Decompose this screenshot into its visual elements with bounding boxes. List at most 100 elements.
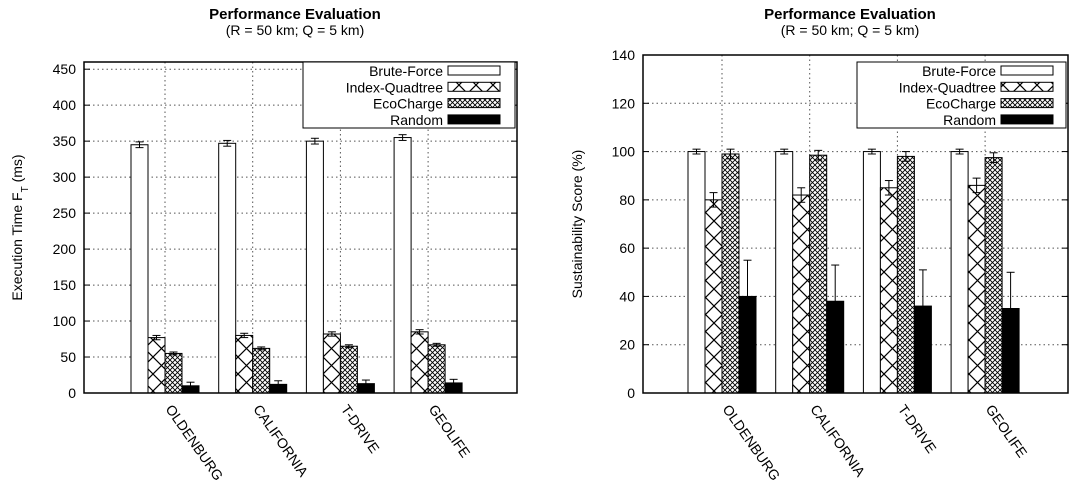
bar-brute-force [218,142,237,394]
legend-label: Brute-Force [369,63,443,79]
bar-brute-force [862,151,881,394]
legend-label: EcoCharge [373,96,443,112]
y-tick-label: 100 [612,144,636,160]
y-tick-label: 0 [627,385,635,401]
bar-ecocharge [809,154,828,394]
error-bar [797,187,806,203]
chart-panel-1: Performance Evaluation(R = 50 km; Q = 5 … [9,6,518,483]
bar-ecocharge [896,155,915,394]
bar-brute-force [687,151,706,394]
bar-ecocharge [984,157,1003,394]
y-tick-label: 80 [619,192,635,208]
x-tick-label: T-DRIVE [338,402,383,456]
bar-index-quadtree [792,194,811,394]
chart-subtitle: (R = 50 km; Q = 5 km) [226,22,364,38]
bar-ecocharge [427,344,446,394]
error-bar [415,329,424,335]
chart-panel-2: Performance Evaluation(R = 50 km; Q = 5 … [569,6,1069,483]
y-tick-label: 150 [53,277,77,293]
legend-swatch [1000,81,1054,92]
error-bar [692,148,701,155]
legend-swatch [1000,98,1054,109]
y-axis-label-unit: (ms) [9,154,25,186]
bar-index-quadtree [704,199,723,394]
x-tick-label: T-DRIVE [895,402,940,456]
error-bar [780,148,789,155]
bar-brute-force [775,151,794,394]
bar-index-quadtree [879,187,898,394]
error-bar [743,259,752,334]
y-tick-label: 50 [60,349,76,365]
y-tick-label: 400 [53,97,77,113]
bar-ecocharge [252,347,271,394]
bar-ecocharge [339,345,358,394]
legend-label: Index-Quadtree [346,79,443,95]
bar-ecocharge [721,153,740,394]
bar-brute-force [393,137,412,394]
error-bar [344,344,353,349]
error-bar [274,380,283,389]
y-tick-label: 350 [53,133,77,149]
y-tick-label: 0 [68,385,76,401]
legend-swatch [447,65,501,76]
error-bar [152,334,161,341]
chart-title: Performance Evaluation [209,6,381,23]
error-bar [955,148,964,155]
error-bar [257,346,266,351]
error-bar [989,152,998,163]
error-bar [327,331,336,337]
chart-title: Performance Evaluation [764,6,936,23]
error-bar [709,192,718,208]
error-bar [240,332,249,339]
error-bar [186,381,195,390]
y-axis-label-subscript: T [20,186,31,192]
bar-index-quadtree [235,334,254,394]
y-tick-label: 100 [53,313,77,329]
y-tick-label: 20 [619,337,635,353]
error-bar [726,148,735,160]
y-tick-label: 450 [53,61,77,77]
x-tick-label: CALIFORNIA [807,402,869,481]
error-bar [223,139,232,147]
legend-label: Random [390,112,443,128]
bar-index-quadtree [147,337,166,394]
chart-subtitle: (R = 50 km; Q = 5 km) [781,22,919,38]
error-bar [972,177,981,194]
plot-frame [83,61,518,394]
y-tick-label: 200 [53,241,77,257]
error-bar [867,148,876,155]
y-tick-label: 60 [619,240,635,256]
legend-swatch [447,81,501,92]
bar-index-quadtree [410,331,429,394]
legend-swatch [447,98,501,109]
error-bar [918,269,927,343]
x-tick-label: OLDENBURG [163,402,227,483]
y-tick-label: 120 [612,95,636,111]
legend-label: Brute-Force [922,63,996,79]
legend-label: Index-Quadtree [899,79,996,95]
x-tick-label: GEOLIFE [983,402,1031,461]
bar-index-quadtree [967,184,986,394]
error-bar [814,149,823,161]
bar-index-quadtree [322,333,341,394]
y-axis-label: Sustainability Score (%) [569,150,585,299]
error-bar [884,180,893,196]
error-bar [398,134,407,141]
bar-brute-force [950,151,969,394]
y-tick-label: 40 [619,288,635,304]
bar-ecocharge [164,352,183,394]
error-bar [901,151,910,162]
bar-brute-force [305,140,324,394]
error-bar [432,342,441,347]
bar-brute-force [130,144,149,394]
y-tick-label: 250 [53,205,77,221]
error-bar [135,141,144,149]
legend-label: Random [943,112,996,128]
error-bar [310,137,319,145]
error-bar [361,379,370,388]
legend-swatch [1000,65,1054,76]
x-tick-label: OLDENBURG [720,402,784,483]
